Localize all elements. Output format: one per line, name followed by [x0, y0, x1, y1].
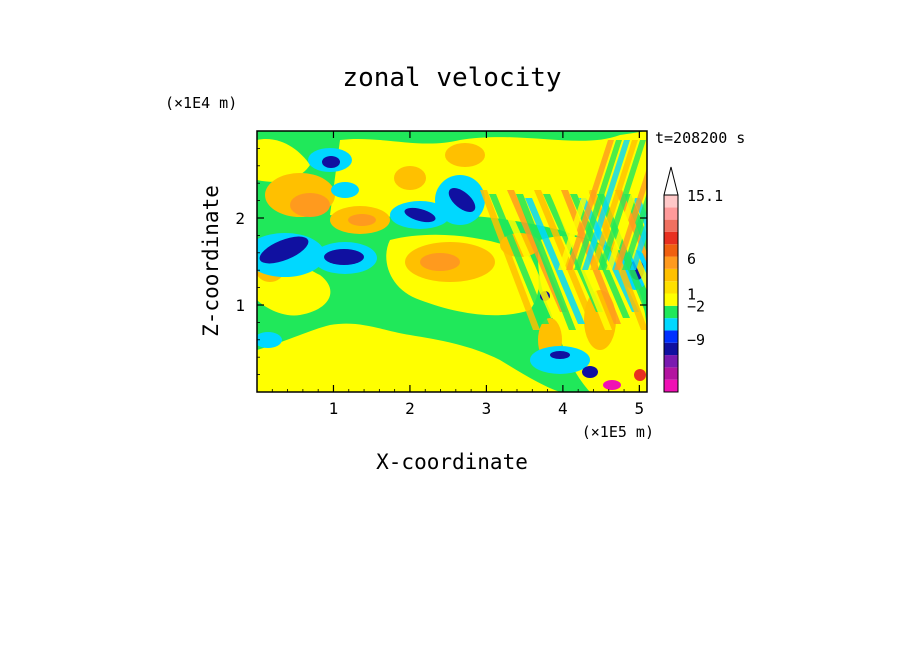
- y-tick-label: 2: [235, 209, 245, 228]
- wave-stripe: [558, 140, 606, 270]
- x-tick-label: 1: [329, 399, 339, 418]
- field-blob: [322, 156, 340, 168]
- wave-stripe: [630, 217, 647, 270]
- field-blob: [259, 236, 309, 264]
- wave-stripe: [582, 140, 630, 270]
- colorbar-swatch: [664, 367, 678, 380]
- colorbar-tick-label: 1: [687, 286, 696, 304]
- colorbar-swatch: [664, 281, 678, 294]
- field-blob: [348, 214, 376, 226]
- field-blob: [331, 182, 359, 198]
- wave-stripe: [489, 194, 549, 324]
- wave-stripe: [516, 194, 576, 330]
- field-blob: [394, 166, 426, 190]
- y-axis-label: Z-coordinate: [199, 185, 223, 337]
- wave-stripe: [622, 192, 647, 270]
- wave-stripe: [590, 140, 638, 270]
- x-unit-label: (×1E5 m): [582, 423, 654, 441]
- field-blob: [530, 346, 590, 374]
- field-yellow-lower-left: [257, 323, 560, 392]
- field-blob: [445, 143, 485, 167]
- chart-title: zonal velocity: [342, 63, 561, 93]
- wave-stripe: [498, 198, 558, 318]
- colorbar-extend-arrow: [663, 166, 679, 196]
- colorbar-swatch: [664, 207, 678, 220]
- field-blob: [584, 290, 616, 350]
- colorbar-tick-label: 15.1: [687, 187, 723, 205]
- field-blue-regions: [259, 156, 644, 359]
- field-blob: [634, 369, 646, 381]
- colorbar-swatch: [664, 256, 678, 269]
- wave-stripe: [552, 198, 612, 330]
- colorbar-swatch: [664, 355, 678, 368]
- field-blob: [324, 249, 364, 265]
- x-tick-label: 3: [482, 399, 492, 418]
- x-tick-label: 5: [635, 399, 645, 418]
- colorbar-tick-label: 6: [687, 250, 696, 268]
- field-blob: [582, 366, 598, 378]
- field-blob: [290, 193, 330, 217]
- y-axis: 12: [235, 147, 647, 376]
- field-yellow-top-left: [257, 139, 310, 182]
- colorbar-swatch: [664, 219, 678, 232]
- colorbar-swatch: [664, 268, 678, 282]
- colorbar-tick-label: −9: [687, 331, 705, 349]
- field-blob: [448, 188, 476, 212]
- x-axis-label: X-coordinate: [376, 450, 528, 474]
- x-tick-label: 2: [405, 399, 415, 418]
- wave-stripe: [480, 190, 540, 330]
- field-blob: [257, 332, 282, 348]
- x-axis: 1 2 3 4 5: [271, 131, 645, 418]
- wave-stripe: [606, 143, 647, 270]
- colorbar-swatch: [664, 330, 678, 343]
- colorbar-swatch: [664, 293, 678, 306]
- colorbar-swatch: [664, 244, 678, 257]
- wave-stripe: [574, 140, 622, 270]
- colorbar-swatch: [664, 195, 678, 208]
- wave-stripe: [566, 140, 614, 270]
- colorbar: 15.1 6 1−2 −9: [663, 166, 723, 393]
- wave-stripe: [614, 167, 647, 270]
- y-tick-label: 1: [235, 296, 245, 315]
- y-unit-label: (×1E4 m): [165, 94, 237, 112]
- field-blob: [420, 253, 460, 271]
- field-dark-orange-regions: [290, 193, 460, 271]
- field-blob: [603, 380, 621, 390]
- colorbar-swatch: [664, 342, 678, 356]
- field-blob: [404, 207, 436, 223]
- colorbar-swatch: [664, 318, 678, 331]
- x-tick-label: 4: [558, 399, 568, 418]
- colorbar-tick-label: −2: [687, 297, 705, 315]
- wave-stripe: [598, 140, 646, 270]
- wave-stripes: [480, 140, 647, 330]
- field-extreme-regions: [582, 366, 646, 390]
- colorbar-swatch: [664, 305, 678, 319]
- plot-area: [257, 131, 647, 392]
- field-blob: [550, 351, 570, 359]
- colorbar-swatch: [664, 231, 678, 245]
- colorbar-swatch: [664, 379, 678, 392]
- time-label: t=208200 s: [655, 129, 745, 147]
- wave-stripe: [525, 198, 585, 324]
- plot-frame: [256, 130, 648, 393]
